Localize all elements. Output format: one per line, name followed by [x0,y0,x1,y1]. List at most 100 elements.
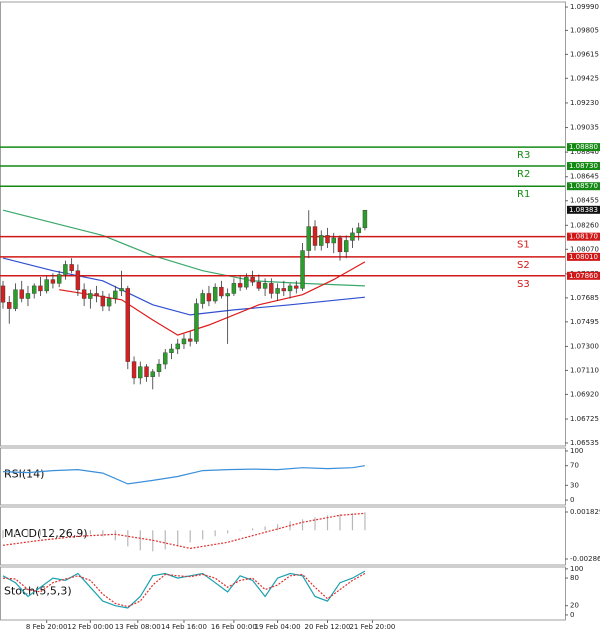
candle-body [131,361,137,379]
candle-body [262,283,268,289]
candle-body [138,366,143,379]
indicator-line [2,465,365,485]
x-tick-label: 12 Feb 00:00 [67,623,113,631]
level-tag-label: 1.08010 [569,253,598,261]
level-tag [567,271,600,280]
candle-body [50,279,56,284]
y-tick-label: 1.08840 [570,148,599,156]
y-tick-label: 1.07300 [570,342,599,350]
histogram-bar [239,530,241,531]
candle-body [337,237,343,253]
level-tag-label: 1.08730 [569,162,598,170]
candle-body [181,338,187,345]
candle-body [69,264,74,271]
moving-average [2,257,365,316]
y-tick-label: 1.06920 [570,390,599,398]
panel-title: RSI(14) [4,468,44,481]
candle-body [119,288,124,292]
level-tag [567,232,600,241]
histogram-bar [189,530,191,543]
y-tick-label: 1.08260 [570,221,599,229]
level-label: R1 [517,189,530,200]
histogram-bar [227,530,229,534]
candle-body [88,293,93,299]
histogram-bar [127,530,129,547]
candle-body [256,281,262,289]
level-tag-label: 1.08570 [569,182,598,190]
candle-body [38,285,43,292]
x-tick-label: 21 Feb 20:00 [349,623,395,631]
y-tick-label: 100 [570,447,583,455]
histogram-bar [14,530,17,538]
histogram-bar [27,530,29,537]
level-tag-label: 1.07860 [569,272,598,280]
indicator-line [2,572,366,608]
candle-body [56,274,62,284]
histogram-bar [77,530,79,533]
y-tick-label: 70 [570,462,579,470]
histogram-bar [114,530,116,541]
histogram-bar [339,514,341,531]
candle-body [306,226,311,251]
level-tag-label: 1.08170 [569,233,598,241]
histogram-bar [252,528,254,531]
candle-body [75,270,81,290]
last-price-tag [567,205,600,214]
candle-body [269,283,274,294]
level-label: R2 [517,169,530,180]
signal-line [2,512,365,550]
x-tick-label: 14 Feb 16:00 [161,623,207,631]
panel-title: MACD(12,26,9) [4,527,88,540]
candle-body [0,285,6,303]
y-tick-label: 1.07685 [570,294,599,302]
candle-body [188,338,193,342]
x-tick-label: 19 Feb 04:00 [255,623,301,631]
last-price-label: 1.08383 [569,206,598,214]
level-tag [567,182,600,191]
panel-frame [0,1,566,447]
histogram-bar [264,526,266,531]
candle-body [144,366,149,377]
histogram-bar [177,530,179,547]
y-tick-label: 1.08455 [570,197,599,205]
y-tick-label: 1.09615 [570,50,599,58]
candle-body [175,343,180,350]
panel-frame [0,566,566,621]
candle-body [44,279,49,292]
candle-body [225,293,230,297]
candle-body [163,352,168,365]
candle-body [94,293,99,297]
histogram-bar [301,519,304,531]
level-label: S1 [517,240,530,251]
histogram-bar [39,530,42,536]
y-tick-label: 1.09230 [570,99,599,107]
panel-frame [0,506,566,566]
candle-body [244,276,249,288]
histogram-bar [314,517,316,531]
y-tick-label: 1.09805 [570,26,599,34]
y-tick-label: 0 [570,611,574,619]
candle-body [169,348,174,353]
histogram-bar [364,512,366,531]
level-tag [567,143,600,152]
candle-body [63,264,68,275]
histogram-bar [102,530,104,537]
x-tick-label: 20 Feb 12:00 [305,623,351,631]
x-tick-label: 16 Feb 00:00 [211,623,257,631]
y-tick-label: -0.002863 [570,555,600,563]
candle-body [219,286,224,297]
candle-body [281,288,287,292]
y-tick-label: 1.06535 [570,439,599,447]
moving-average [59,261,366,336]
histogram-bar [52,530,54,534]
histogram-bar [351,513,354,531]
y-tick-label: 20 [570,602,579,610]
candle-body [331,237,336,244]
histogram-bar [139,530,141,551]
candle-body [300,250,305,289]
candle-body [150,371,155,377]
level-label: S2 [517,260,530,271]
y-tick-label: 80 [570,574,579,582]
